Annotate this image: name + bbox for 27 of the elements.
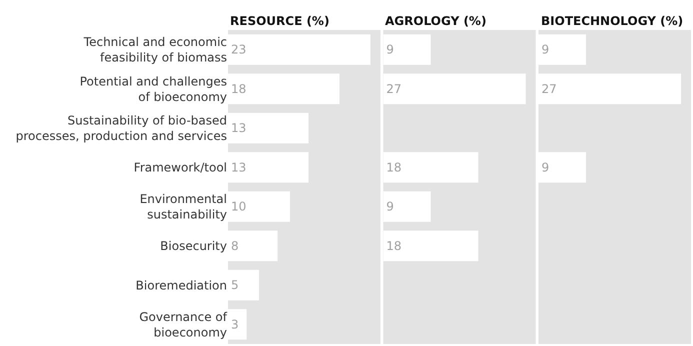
chart-title: RESOURCE (%) <box>230 14 330 28</box>
y-tick-label: Bioremediation <box>136 278 227 292</box>
data-label: 3 <box>231 317 239 332</box>
y-tick-label: Environmental sustainability <box>140 192 227 222</box>
data-label: 9 <box>542 42 550 57</box>
data-label: 9 <box>386 42 394 57</box>
data-label: 18 <box>386 160 402 174</box>
data-label: 18 <box>231 82 246 96</box>
data-label: 9 <box>386 200 394 214</box>
data-label: 13 <box>231 160 246 174</box>
data-label: 13 <box>231 121 246 136</box>
data-label: 18 <box>386 238 402 253</box>
y-tick-label: Governance of bioeconomy <box>139 310 228 340</box>
y-tick-label: Sustainability of bio-based processes, production and services <box>16 114 227 144</box>
y-tick-label: Technical and economic feasibility of biomass <box>82 35 227 65</box>
data-label: 23 <box>231 42 246 57</box>
data-label: 5 <box>231 278 239 292</box>
data-label: 27 <box>386 82 402 96</box>
data-label: 9 <box>542 160 550 174</box>
y-tick-label: Framework/tool <box>134 160 227 175</box>
data-label: 27 <box>542 82 557 96</box>
y-tick-label: Potential and challenges of bioeconomy <box>80 74 227 104</box>
y-tick-label: Biosecurity <box>160 239 227 254</box>
data-label: 10 <box>231 200 246 214</box>
data-label: 8 <box>231 238 239 253</box>
chart-title: AGROLOGY (%) <box>385 14 486 28</box>
chart-title: BIOTECHNOLOGY (%) <box>541 14 684 28</box>
